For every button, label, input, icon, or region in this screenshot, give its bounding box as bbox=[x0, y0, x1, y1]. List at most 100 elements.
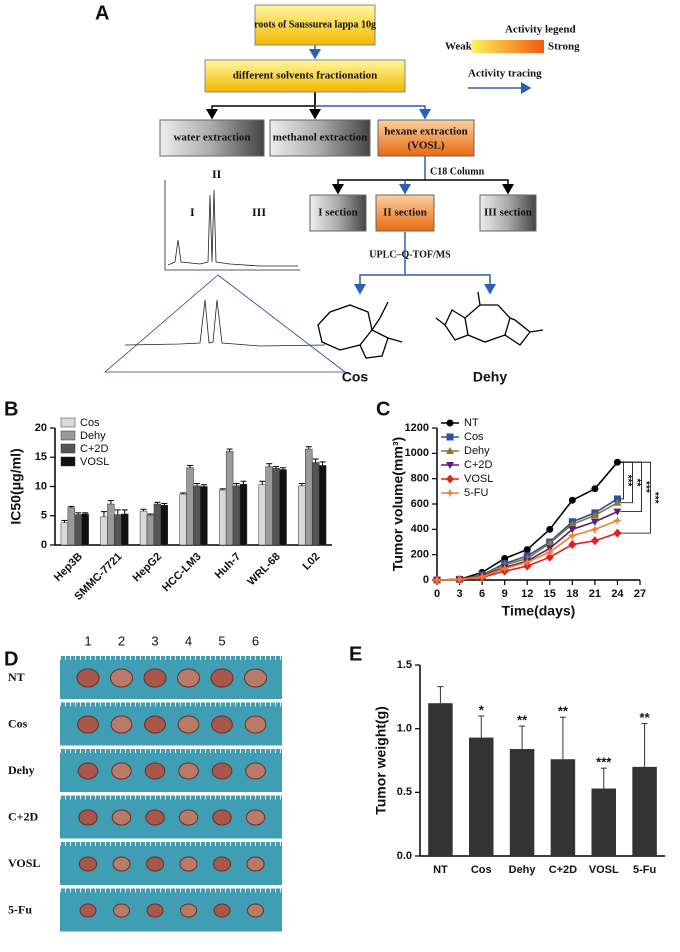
column-label: 2 bbox=[118, 633, 125, 648]
x-axis-label: Time(days) bbox=[502, 603, 576, 619]
legend-label: Activity tracing bbox=[468, 68, 542, 80]
tumor bbox=[246, 856, 265, 872]
legend-marker bbox=[446, 474, 454, 484]
legend-gradient bbox=[472, 40, 544, 53]
legend-label: Weak bbox=[445, 41, 473, 53]
y-axis-label: IC50(μg/ml) bbox=[8, 448, 24, 524]
marker bbox=[477, 572, 487, 582]
x-tick-label: WRL-68 bbox=[245, 551, 282, 588]
tumor bbox=[113, 903, 130, 918]
x-tick-label: 0 bbox=[434, 588, 440, 600]
node-label: hexane extraction bbox=[384, 126, 467, 138]
legend-swatch bbox=[60, 417, 76, 428]
x-tick-label: Huh-7 bbox=[213, 551, 244, 582]
chromatogram bbox=[103, 180, 347, 373]
legend-label: Strong bbox=[548, 41, 580, 53]
bar bbox=[193, 485, 201, 546]
marker bbox=[590, 511, 599, 519]
panel-letter: C bbox=[376, 398, 390, 420]
bar bbox=[186, 467, 194, 546]
significance-label: *** bbox=[622, 475, 633, 487]
bar bbox=[272, 468, 280, 546]
photo-strip bbox=[60, 888, 282, 932]
tumor bbox=[210, 668, 234, 688]
bar bbox=[318, 465, 327, 546]
node-label: water extraction bbox=[173, 132, 250, 144]
tumor bbox=[177, 668, 200, 688]
x-tick-label: Dehy bbox=[509, 864, 537, 876]
bar bbox=[428, 703, 453, 856]
legend-swatch bbox=[60, 443, 76, 454]
marker bbox=[545, 552, 554, 562]
y-tick-label: 10 bbox=[35, 480, 47, 492]
node-label: different solvents fractionation bbox=[233, 70, 378, 82]
marker bbox=[568, 520, 577, 528]
legend-label: Dehy bbox=[80, 430, 106, 442]
tumor bbox=[244, 715, 267, 734]
tumor bbox=[212, 856, 232, 872]
legend-label: VOSL bbox=[80, 456, 109, 468]
marker bbox=[613, 528, 622, 538]
tumor bbox=[247, 903, 264, 918]
bar bbox=[160, 504, 169, 546]
x-tick-label: VOSL bbox=[589, 864, 619, 876]
tumor bbox=[213, 903, 231, 918]
legend-label: 5-FU bbox=[464, 487, 489, 499]
marker bbox=[613, 458, 621, 466]
tumor bbox=[144, 715, 166, 734]
legend-title: Activity legend bbox=[505, 24, 576, 36]
bar bbox=[81, 513, 89, 546]
tumor bbox=[78, 856, 98, 872]
significance-label: ** bbox=[558, 704, 569, 719]
marker bbox=[591, 485, 599, 493]
column-label: 3 bbox=[151, 633, 158, 648]
y-tick-label: 1200 bbox=[405, 422, 429, 434]
x-tick-label: 3 bbox=[456, 588, 462, 600]
bar bbox=[200, 486, 208, 546]
bar bbox=[60, 522, 69, 546]
significance-label: *** bbox=[649, 492, 660, 504]
marker bbox=[500, 564, 510, 574]
bar bbox=[74, 514, 82, 546]
x-tick-label: 21 bbox=[589, 588, 601, 600]
marker bbox=[455, 574, 465, 584]
legend-label: Dehy bbox=[464, 445, 490, 457]
node-box bbox=[377, 119, 475, 157]
node-label: I section bbox=[318, 207, 357, 219]
y-tick-label: 0 bbox=[423, 574, 429, 586]
bar bbox=[146, 514, 155, 546]
legend-label: Cos bbox=[80, 417, 100, 429]
tumor bbox=[77, 715, 99, 734]
legend-marker bbox=[446, 462, 454, 469]
x-tick-label: HCC-LM3 bbox=[160, 551, 203, 594]
x-tick-label: 24 bbox=[611, 588, 624, 600]
significance-label: *** bbox=[640, 481, 651, 493]
bar bbox=[469, 737, 494, 856]
tumor bbox=[79, 903, 97, 918]
column-label: 5 bbox=[218, 633, 225, 648]
significance-label: ** bbox=[640, 710, 651, 725]
column-label: 4 bbox=[185, 633, 192, 648]
row-label: NT bbox=[8, 670, 25, 684]
tumor bbox=[178, 809, 199, 826]
tumor bbox=[244, 668, 267, 688]
node-label: (VOSL) bbox=[407, 140, 444, 152]
marker bbox=[568, 496, 576, 504]
chromatogram-label: I bbox=[190, 205, 195, 219]
legend-swatch bbox=[60, 430, 76, 441]
bar bbox=[279, 469, 287, 546]
bar bbox=[232, 485, 241, 546]
legend-marker bbox=[446, 419, 454, 427]
bar bbox=[632, 766, 657, 856]
bar bbox=[509, 749, 535, 856]
node-label: roots of Saussurea lappa 10g bbox=[254, 19, 376, 30]
x-tick-label: Hep3B bbox=[52, 551, 85, 584]
y-axis-label: Tumor weight(g) bbox=[373, 706, 389, 815]
marker bbox=[567, 531, 577, 541]
bar bbox=[67, 507, 76, 546]
y-tick-label: 800 bbox=[411, 473, 429, 485]
marker bbox=[523, 546, 531, 554]
panel-letter: D bbox=[4, 648, 18, 670]
row-label: Cos bbox=[8, 716, 28, 730]
